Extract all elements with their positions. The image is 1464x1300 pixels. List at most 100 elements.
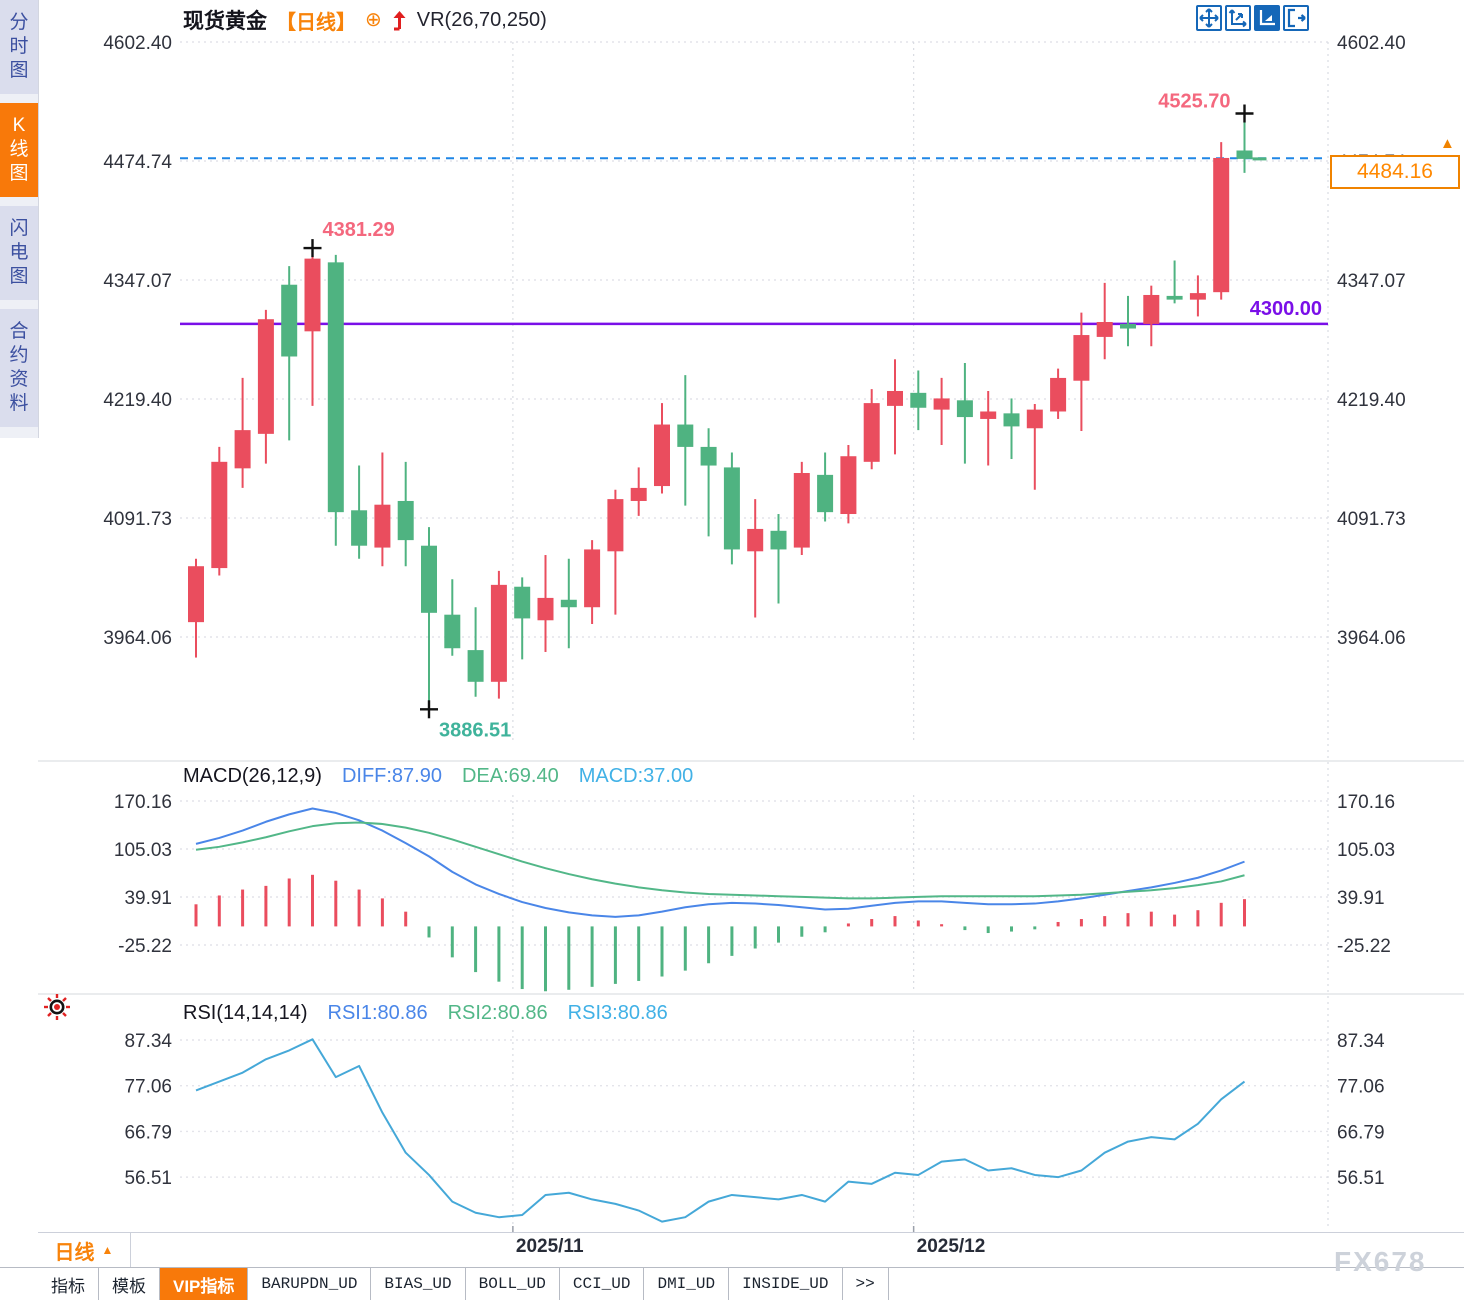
y-axis-label-right: 39.91 — [1337, 888, 1385, 909]
sidebar-tab-分时图[interactable]: 分时图 — [0, 0, 38, 94]
indicator-tab-INSIDE_UD[interactable]: INSIDE_UD — [729, 1268, 843, 1300]
candle-body[interactable] — [817, 474, 834, 513]
candle-body[interactable] — [304, 258, 321, 332]
indicator-tab-CCI_UD[interactable]: CCI_UD — [559, 1268, 645, 1300]
symbol-name: 现货黄金 — [183, 10, 267, 33]
candle-body[interactable] — [747, 528, 764, 552]
y-axis-label-left: 4091.73 — [103, 509, 172, 530]
y-axis-label-left: 56.51 — [124, 1168, 172, 1189]
indicator-tab-指标[interactable]: 指标 — [38, 1268, 99, 1300]
candle-body[interactable] — [374, 504, 391, 548]
candle-body[interactable] — [188, 566, 204, 623]
candle-body[interactable] — [1213, 157, 1230, 293]
candle-body[interactable] — [421, 545, 437, 613]
y-axis-label-right: -25.22 — [1337, 936, 1391, 957]
candle-body[interactable] — [1073, 335, 1090, 381]
candle-body[interactable] — [933, 398, 950, 410]
candle-body[interactable] — [514, 586, 531, 619]
candle-body[interactable] — [980, 411, 997, 419]
y-axis-label-right: 66.79 — [1337, 1122, 1385, 1143]
candle-body[interactable] — [1143, 294, 1160, 324]
candle-body[interactable] — [537, 597, 554, 621]
alarm-sun-icon[interactable] — [41, 991, 73, 1028]
candle-body[interactable] — [1096, 322, 1113, 337]
indicator-tab-BARUPDN_UD[interactable]: BARUPDN_UD — [248, 1268, 372, 1300]
pan-tool-button[interactable] — [1196, 5, 1222, 31]
candle-body[interactable] — [467, 650, 484, 682]
y-axis-label-left: 105.03 — [114, 840, 172, 861]
y-axis-label-right: 87.34 — [1337, 1031, 1385, 1052]
candle-body[interactable] — [1189, 293, 1206, 300]
candle-body[interactable] — [560, 599, 577, 608]
y-axis-label-right: 4347.07 — [1337, 271, 1406, 292]
candle-body[interactable] — [234, 430, 251, 469]
candle-body[interactable] — [770, 530, 787, 550]
candle-body[interactable] — [1050, 377, 1067, 412]
candle-body[interactable] — [444, 614, 461, 649]
recent-high-annotation: 4525.70 — [1158, 90, 1230, 112]
candle-body[interactable] — [1026, 409, 1043, 429]
period-selector-label: 日线 — [54, 1241, 95, 1264]
indicator-label[interactable]: VR(26,70,250) — [416, 8, 547, 31]
candle-body[interactable] — [723, 467, 740, 550]
candle-body[interactable] — [956, 400, 973, 418]
axis-range-button[interactable] — [1225, 5, 1251, 31]
period-label[interactable]: 【日线】 — [276, 11, 356, 34]
sidebar-tab-char: 资 — [9, 369, 29, 390]
indicator-tab-DMI_UD[interactable]: DMI_UD — [644, 1268, 730, 1300]
sidebar-tab-char: 时 — [9, 36, 29, 57]
indicator-tab-VIP指标[interactable]: VIP指标 — [160, 1268, 249, 1300]
macd-macd-value: MACD:37.00 — [578, 765, 694, 787]
raise-arrow-icon[interactable] — [391, 9, 408, 31]
indicator-tab-BOLL_UD[interactable]: BOLL_UD — [465, 1268, 560, 1300]
candle-body[interactable] — [887, 390, 903, 406]
detach-window-button[interactable] — [1283, 5, 1309, 31]
axis-style-button[interactable] — [1254, 5, 1280, 31]
macd-dea-line — [195, 821, 1245, 900]
candle-body[interactable] — [490, 584, 507, 682]
rsi2-value: RSI2:80.86 — [447, 1002, 548, 1024]
sidebar-tab-char: 闪 — [9, 218, 29, 239]
candle-body[interactable] — [910, 392, 927, 408]
candle-body[interactable] — [1166, 295, 1183, 300]
candle-body[interactable] — [584, 549, 601, 608]
indicator-tab-BIAS_UD[interactable]: BIAS_UD — [371, 1268, 466, 1300]
watermark: FX678 — [1334, 1246, 1427, 1277]
candle-body[interactable] — [211, 461, 228, 569]
candle-body[interactable] — [327, 262, 344, 513]
candle-body[interactable] — [1236, 150, 1253, 159]
candle-body[interactable] — [700, 446, 717, 466]
candle-body[interactable] — [257, 319, 274, 434]
candle-body[interactable] — [1120, 323, 1136, 329]
candle-body[interactable] — [351, 510, 368, 546]
y-axis-label-left: 4219.40 — [103, 390, 172, 411]
candle-body[interactable] — [607, 499, 624, 552]
macd-title[interactable]: MACD(26,12,9) — [183, 765, 322, 787]
macd-dea-value: DEA:69.40 — [461, 765, 559, 787]
rsi-title[interactable]: RSI(14,14,14) — [183, 1002, 308, 1024]
candle-body[interactable] — [677, 424, 694, 447]
candle-body[interactable] — [397, 500, 414, 541]
period-selector[interactable]: 日线 ▲ — [38, 1233, 131, 1267]
divider — [0, 1267, 1464, 1268]
candle-body[interactable] — [654, 424, 670, 487]
candle-body[interactable] — [793, 473, 810, 548]
macd-diff-line — [195, 807, 1245, 918]
indicator-tab->>[interactable]: >> — [842, 1268, 889, 1300]
rsi1-value: RSI1:80.86 — [327, 1002, 428, 1024]
sidebar-tab-合约资料[interactable]: 合约资料 — [0, 309, 38, 427]
rsi-header: RSI(14,14,14) RSI1:80.86 RSI2:80.86 RSI3… — [183, 1002, 668, 1025]
y-axis-label-right: 170.16 — [1337, 792, 1395, 813]
indicator-tab-模板[interactable]: 模板 — [99, 1268, 160, 1300]
candle-body[interactable] — [863, 403, 880, 462]
candle-body[interactable] — [281, 284, 298, 357]
y-axis-label-left: 3964.06 — [103, 628, 172, 649]
candle-body[interactable] — [840, 456, 857, 515]
candle-body[interactable] — [630, 487, 647, 501]
sidebar-tab-闪电图[interactable]: 闪电图 — [0, 206, 38, 300]
crosshair-icon[interactable]: ⊕ — [365, 9, 382, 31]
candle-body[interactable] — [1003, 413, 1020, 427]
